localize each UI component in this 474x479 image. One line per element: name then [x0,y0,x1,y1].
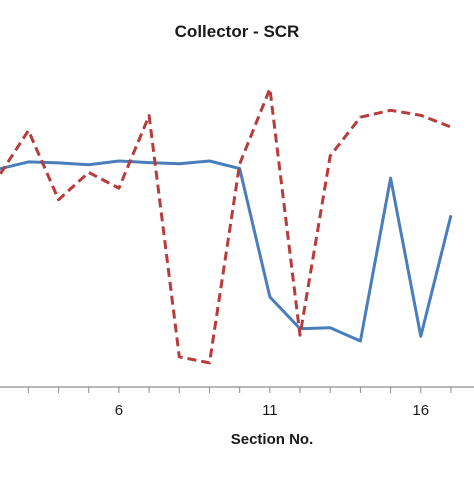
x-tick-label: 6 [115,402,123,419]
chart-title: Collector - SCR [175,22,300,41]
series-line-1 [0,159,453,343]
x-tick-label: 11 [262,402,278,419]
x-ticks: 6 11 16 [27,387,452,419]
x-tick-label: 16 [412,402,429,419]
plot-area [0,87,453,365]
x-axis-label: Section No. [231,431,314,448]
series-line-2 [0,87,452,365]
